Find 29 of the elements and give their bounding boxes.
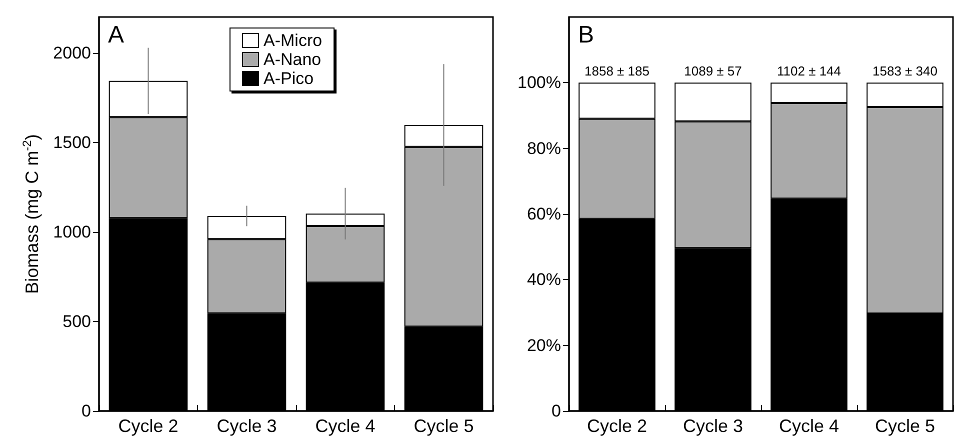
x-tick-label: Cycle 3 <box>682 416 744 436</box>
legend-label: A-Micro <box>264 31 322 50</box>
legend-label: A-Nano <box>264 50 322 69</box>
chart-title: A <box>108 22 124 48</box>
x-tick-label: Cycle 5 <box>874 416 936 436</box>
y-tick-label: 80% <box>526 138 561 158</box>
y-tick-label: 20% <box>526 336 561 355</box>
legend-label: A-Pico <box>264 69 314 88</box>
annotation: 1089 ± 57 <box>684 64 742 79</box>
x-tick-label: Cycle 4 <box>778 416 840 436</box>
annotation: 1858 ± 185 <box>584 64 650 79</box>
x-tick-label: Cycle 3 <box>216 416 277 436</box>
y-tick-label: 100% <box>518 73 561 92</box>
annotation: 1583 ± 340 <box>872 64 938 79</box>
x-tick-label: Cycle 4 <box>315 416 376 436</box>
y-tick-label: 2000 <box>53 43 91 62</box>
x-tick-label: Cycle 5 <box>414 416 474 436</box>
y-tick-label: 1500 <box>53 132 91 152</box>
x-tick-label: Cycle 2 <box>118 416 178 436</box>
y-tick-label: 0 <box>552 402 561 420</box>
y-tick-label: 500 <box>62 312 91 331</box>
chart-title: B <box>578 22 594 48</box>
y-tick-label: 60% <box>526 204 561 224</box>
y-tick-label: 1000 <box>53 222 91 242</box>
annotation: 1102 ± 144 <box>776 64 842 79</box>
y-tick-label: 40% <box>526 270 561 290</box>
x-tick-label: Cycle 2 <box>586 416 648 436</box>
y-axis-title: Biomass (mg C m-2) <box>20 134 42 294</box>
y-tick-label: 0 <box>82 402 91 420</box>
